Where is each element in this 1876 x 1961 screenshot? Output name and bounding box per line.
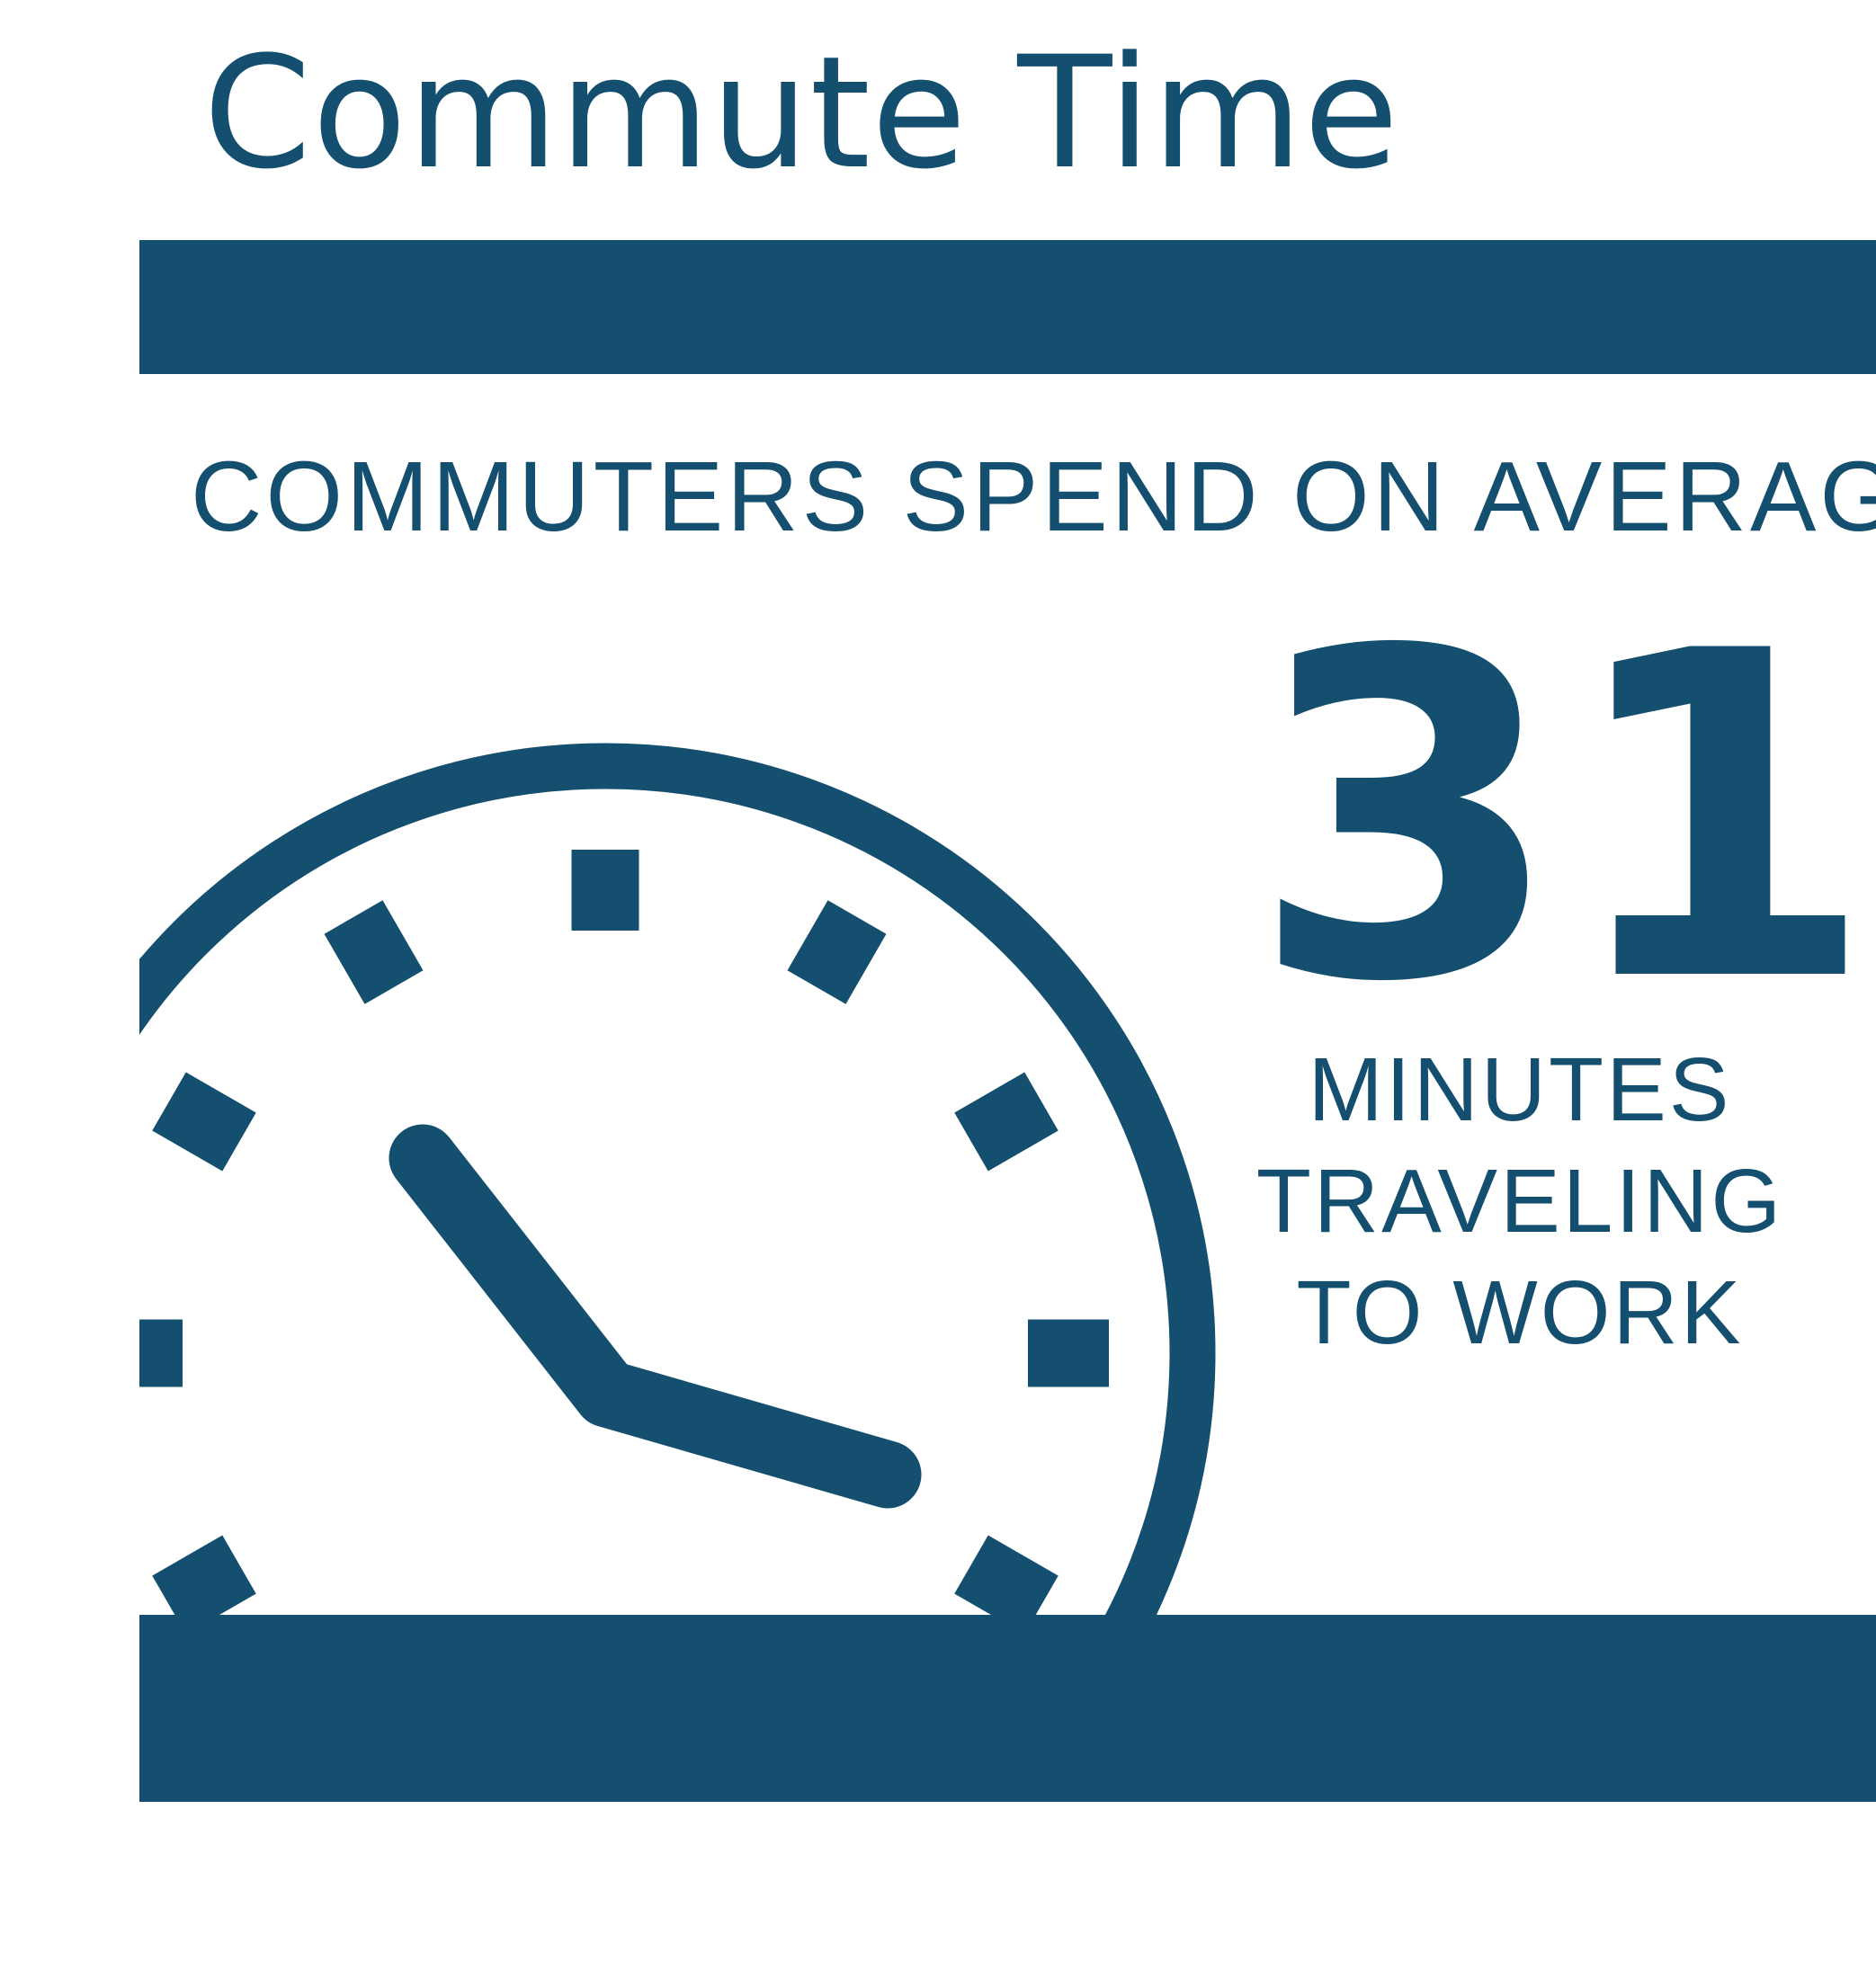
footer-bar bbox=[139, 1615, 1876, 1802]
stat-caption-line-2: TRAVELING bbox=[1255, 1151, 1784, 1252]
clock-tick-2 bbox=[954, 1072, 1059, 1172]
header-divider-bar bbox=[139, 240, 1876, 374]
clock-icon bbox=[139, 743, 1216, 1615]
clock-tick-1 bbox=[787, 900, 887, 1004]
stat-caption: MINUTES TRAVELING TO WORK bbox=[1241, 1034, 1799, 1368]
stat-caption-line-3: TO WORK bbox=[1296, 1262, 1744, 1363]
headline: COMMUTERS SPEND ON AVERAGE bbox=[191, 441, 1876, 552]
clock-hands bbox=[389, 1124, 922, 1509]
page-title: Commute Time bbox=[203, 22, 1400, 203]
clock-hour-ticks bbox=[139, 850, 1109, 1615]
stat-caption-line-1: MINUTES bbox=[1308, 1039, 1732, 1140]
stat-value: 31 bbox=[1250, 557, 1876, 1080]
clock-tick-10 bbox=[152, 1072, 256, 1172]
clock-outer-ring bbox=[139, 743, 1216, 1615]
clock-tick-8 bbox=[152, 1535, 256, 1615]
clock-tick-4 bbox=[954, 1535, 1059, 1615]
clock-tick-11 bbox=[324, 900, 424, 1004]
